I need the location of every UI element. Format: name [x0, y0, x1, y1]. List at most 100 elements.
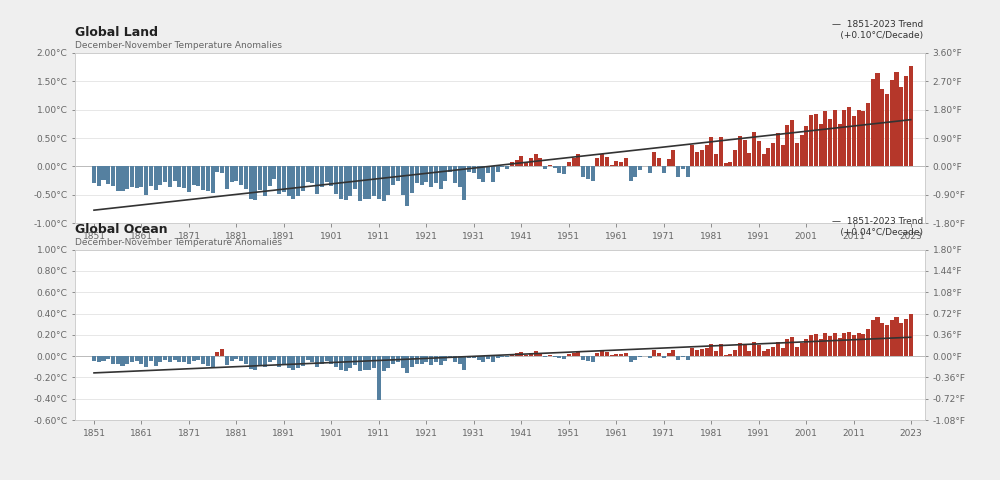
- Bar: [861, 111, 865, 167]
- Bar: [405, 167, 409, 206]
- Bar: [866, 103, 870, 167]
- Bar: [572, 158, 576, 167]
- Bar: [700, 348, 704, 356]
- Bar: [505, 356, 509, 357]
- Bar: [857, 333, 861, 356]
- Bar: [196, 167, 200, 186]
- Bar: [624, 353, 628, 356]
- Bar: [97, 356, 101, 362]
- Bar: [894, 317, 899, 356]
- Bar: [486, 167, 490, 173]
- Bar: [296, 167, 300, 196]
- Bar: [353, 356, 357, 365]
- Text: Global Land: Global Land: [75, 26, 158, 39]
- Bar: [149, 167, 153, 186]
- Bar: [747, 153, 751, 167]
- Bar: [206, 167, 210, 191]
- Bar: [429, 356, 433, 365]
- Bar: [728, 354, 732, 356]
- Bar: [894, 72, 899, 167]
- Bar: [705, 145, 709, 167]
- Bar: [244, 356, 248, 363]
- Bar: [733, 151, 737, 167]
- Bar: [600, 351, 604, 356]
- Bar: [885, 325, 889, 356]
- Bar: [553, 356, 557, 357]
- Bar: [866, 329, 870, 356]
- Bar: [486, 356, 490, 360]
- Bar: [139, 167, 143, 187]
- Bar: [348, 167, 352, 196]
- Bar: [420, 356, 424, 363]
- Bar: [633, 167, 637, 177]
- Bar: [709, 137, 713, 167]
- Bar: [823, 333, 827, 356]
- Bar: [472, 167, 476, 173]
- Bar: [291, 356, 295, 370]
- Bar: [344, 167, 348, 201]
- Bar: [534, 154, 538, 167]
- Bar: [833, 110, 837, 167]
- Bar: [524, 355, 528, 356]
- Bar: [548, 355, 552, 356]
- Bar: [182, 356, 186, 362]
- Bar: [510, 354, 514, 356]
- Bar: [477, 167, 481, 179]
- Bar: [154, 356, 158, 366]
- Bar: [158, 356, 162, 362]
- Bar: [814, 334, 818, 356]
- Bar: [453, 356, 457, 362]
- Bar: [272, 356, 276, 360]
- Bar: [458, 167, 462, 187]
- Bar: [785, 339, 789, 356]
- Bar: [719, 344, 723, 356]
- Bar: [624, 158, 628, 167]
- Bar: [125, 356, 129, 363]
- Bar: [543, 356, 547, 357]
- Bar: [462, 167, 466, 201]
- Bar: [771, 347, 775, 356]
- Bar: [386, 167, 390, 195]
- Bar: [781, 145, 785, 167]
- Text: (+0.10°C/Decade): (+0.10°C/Decade): [826, 31, 923, 40]
- Bar: [904, 319, 908, 356]
- Bar: [828, 336, 832, 356]
- Bar: [249, 167, 253, 199]
- Bar: [605, 157, 609, 167]
- Bar: [790, 337, 794, 356]
- Text: December-November Temperature Anomalies: December-November Temperature Anomalies: [75, 238, 282, 247]
- Bar: [382, 356, 386, 371]
- Bar: [192, 167, 196, 185]
- Bar: [182, 167, 186, 188]
- Bar: [282, 356, 286, 365]
- Bar: [177, 356, 181, 362]
- Bar: [315, 356, 319, 367]
- Bar: [890, 320, 894, 356]
- Bar: [671, 151, 675, 167]
- Bar: [572, 353, 576, 356]
- Bar: [762, 154, 766, 167]
- Bar: [149, 356, 153, 361]
- Bar: [795, 143, 799, 167]
- Bar: [429, 167, 433, 187]
- Bar: [367, 167, 371, 199]
- Bar: [310, 167, 314, 183]
- Bar: [111, 167, 115, 186]
- Bar: [743, 346, 747, 356]
- Bar: [766, 148, 770, 167]
- Bar: [363, 167, 367, 199]
- Bar: [662, 356, 666, 358]
- Bar: [201, 356, 205, 363]
- Bar: [253, 356, 257, 370]
- Bar: [287, 356, 291, 368]
- Bar: [135, 167, 139, 188]
- Bar: [676, 167, 680, 177]
- Text: Global Ocean: Global Ocean: [75, 223, 168, 236]
- Bar: [268, 356, 272, 362]
- Bar: [714, 351, 718, 356]
- Bar: [187, 356, 191, 363]
- Bar: [363, 356, 367, 370]
- Bar: [662, 167, 666, 173]
- Bar: [173, 356, 177, 360]
- Bar: [800, 343, 804, 356]
